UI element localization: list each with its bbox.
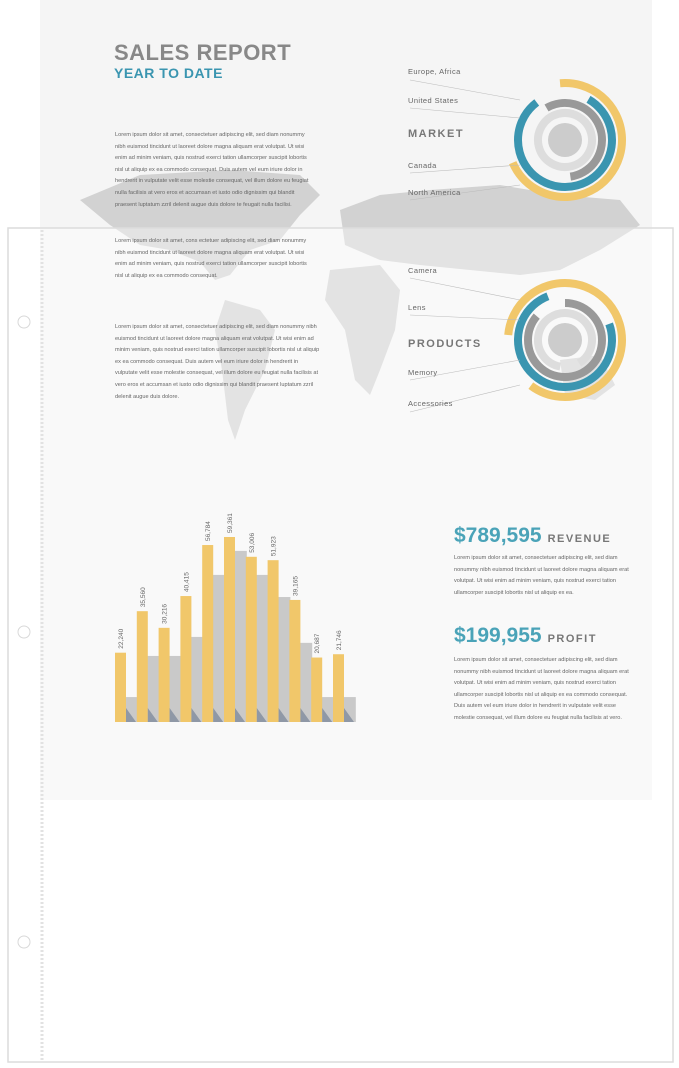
market-label: Europe, Africa bbox=[408, 67, 461, 76]
market-label: North America bbox=[408, 188, 461, 197]
bar bbox=[166, 655, 182, 722]
profit-text: Lorem ipsum dolor sit amet, consectetuer… bbox=[454, 657, 629, 721]
bar-shadow bbox=[169, 708, 180, 722]
leader-lines bbox=[409, 79, 521, 413]
value-label: 56,784 bbox=[205, 521, 212, 541]
value-label: 22,240 bbox=[118, 628, 125, 648]
bar-shadow bbox=[191, 708, 202, 722]
bar bbox=[245, 556, 257, 722]
bar bbox=[144, 655, 160, 722]
value-label: 53,006 bbox=[249, 533, 256, 553]
bar-shadow bbox=[256, 708, 267, 722]
title: SALES REPORT bbox=[114, 40, 292, 65]
market-label: United States bbox=[408, 96, 459, 105]
bar-shadow bbox=[147, 708, 158, 722]
paragraph: Lorem ipsum dolor sit amet, consectetuer… bbox=[115, 324, 320, 400]
bar bbox=[275, 597, 291, 722]
bar bbox=[267, 560, 279, 722]
revenue-heading: $789,595 REVENUE bbox=[454, 524, 611, 548]
bar-shadow bbox=[344, 708, 354, 722]
market-label: Canada bbox=[408, 161, 437, 170]
bar bbox=[115, 652, 126, 722]
value-label: 21,746 bbox=[336, 630, 343, 650]
products-label: Camera bbox=[408, 266, 438, 275]
bar bbox=[188, 636, 204, 722]
market-title: MARKET bbox=[408, 128, 465, 140]
value-label: 40,415 bbox=[183, 572, 190, 592]
bar bbox=[311, 657, 323, 722]
bar bbox=[253, 574, 269, 722]
revenue-text: Lorem ipsum dolor sit amet, consectetuer… bbox=[454, 555, 629, 596]
bar-shadow bbox=[322, 708, 333, 722]
revenue-label: REVENUE bbox=[547, 533, 612, 545]
bar-shadow bbox=[300, 708, 311, 722]
value-label: 20,687 bbox=[314, 633, 321, 653]
bar bbox=[136, 611, 148, 722]
profit-amount: $199,955 bbox=[454, 624, 542, 647]
value-label: 35,560 bbox=[140, 587, 147, 607]
value-label: 39,165 bbox=[292, 576, 299, 596]
value-label: 51,923 bbox=[271, 536, 278, 556]
bar bbox=[297, 642, 313, 722]
products-label: Lens bbox=[408, 303, 426, 312]
bar-shadow bbox=[278, 708, 289, 722]
products-label: Accessories bbox=[408, 399, 453, 408]
subtitle: YEAR TO DATE bbox=[114, 65, 223, 81]
bar bbox=[333, 654, 344, 722]
bar bbox=[224, 537, 235, 722]
products-label: Memory bbox=[408, 368, 438, 377]
binder-hole bbox=[17, 315, 31, 329]
profit-heading: $199,955 PROFIT bbox=[454, 624, 597, 648]
revenue-amount: $789,595 bbox=[454, 524, 542, 547]
world-map bbox=[80, 170, 640, 440]
products-title: PRODUCTS bbox=[408, 338, 482, 350]
bar bbox=[202, 545, 214, 722]
sheet-protector bbox=[7, 227, 674, 1063]
paragraph: Lorem ipsum dolor sit amet, consectetuer… bbox=[115, 132, 309, 208]
products-rings bbox=[503, 279, 626, 401]
bar-shadow bbox=[235, 708, 245, 722]
bar bbox=[232, 550, 247, 722]
bar-shadow bbox=[126, 708, 136, 722]
bar bbox=[210, 574, 225, 722]
binder-hole bbox=[17, 935, 31, 949]
profit-label: PROFIT bbox=[547, 633, 597, 645]
paragraph: Lorem ipsum dolor sit amet, cons ectetue… bbox=[115, 238, 307, 279]
value-label: 59,361 bbox=[227, 513, 234, 533]
bar bbox=[289, 599, 301, 722]
bar bbox=[180, 596, 192, 722]
value-label: 30,216 bbox=[162, 604, 169, 624]
bar bbox=[158, 627, 170, 722]
binder-hole bbox=[17, 625, 31, 639]
bar-shadow bbox=[213, 708, 224, 722]
